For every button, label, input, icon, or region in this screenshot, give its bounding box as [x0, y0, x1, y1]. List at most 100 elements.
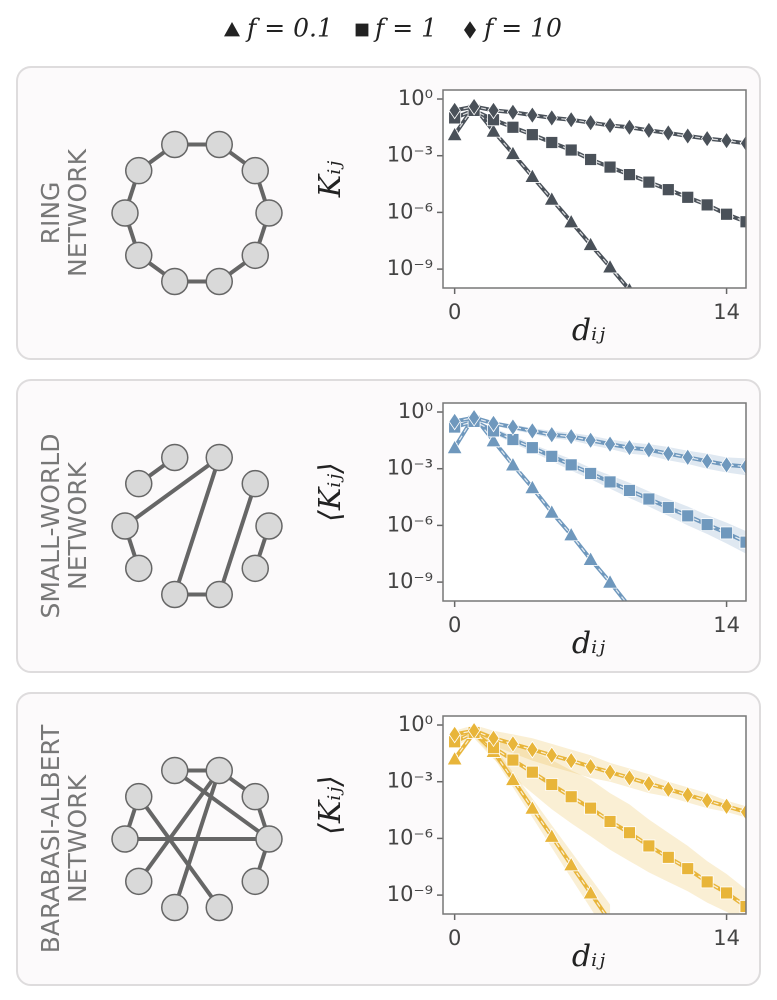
point [543, 190, 560, 206]
point [681, 190, 695, 204]
point [582, 236, 599, 251]
network-node [125, 867, 153, 896]
y-tick-label: 10⁻⁶ [387, 825, 433, 849]
point [446, 750, 463, 766]
network-node [111, 512, 139, 540]
point [603, 435, 617, 454]
point [603, 763, 617, 782]
point [543, 827, 560, 843]
network-node [241, 469, 269, 498]
network-node [111, 199, 139, 227]
point [720, 131, 733, 150]
point [448, 412, 461, 431]
point [504, 145, 522, 160]
point [681, 785, 694, 804]
point [506, 418, 520, 437]
point [642, 175, 656, 189]
point [661, 183, 675, 197]
y-tick-label: 10⁻³ [387, 143, 433, 167]
y-tick-label: 10⁰ [398, 399, 433, 423]
point [642, 440, 655, 459]
point [565, 427, 578, 446]
point [563, 856, 580, 872]
y-tick-label: 10⁰ [398, 712, 433, 736]
point [701, 791, 714, 810]
point [739, 215, 746, 229]
legend-marker [355, 23, 369, 37]
point [584, 153, 598, 166]
network-node [125, 241, 153, 270]
point [623, 826, 636, 840]
point [582, 884, 599, 900]
point [506, 120, 520, 134]
point [739, 900, 746, 913]
point [448, 725, 461, 744]
network-edge [173, 768, 271, 841]
x-tick-label: 0 [448, 300, 461, 324]
point [720, 207, 733, 221]
y-axis-label: ⟨Kᵢⱼ⟩ [313, 775, 348, 835]
point [506, 753, 520, 767]
point [661, 850, 675, 864]
point [487, 729, 500, 748]
point [720, 526, 733, 540]
point [467, 97, 481, 116]
series-line-dash [454, 105, 629, 288]
point [681, 127, 694, 145]
y-axis-label: Kᵢⱼ [313, 161, 348, 198]
point [467, 721, 481, 740]
point [564, 790, 578, 804]
x-axis-label: dᵢⱼ [572, 939, 605, 974]
network-node [161, 580, 189, 609]
network-node [241, 782, 269, 811]
network-edge [137, 769, 221, 883]
point [584, 757, 597, 776]
series-line-dash [454, 109, 746, 223]
point [603, 160, 617, 174]
point [662, 444, 675, 463]
series-line-dash [454, 420, 746, 543]
network-node [161, 443, 189, 472]
point [563, 526, 580, 542]
plot-frame [442, 402, 747, 602]
network-node [125, 782, 153, 811]
point [485, 122, 502, 138]
network-edge [217, 483, 258, 596]
y-tick-label: 10⁻⁹ [387, 256, 433, 280]
network-label: NETWORK [63, 774, 92, 903]
point [584, 801, 598, 815]
network-node [205, 267, 233, 296]
point [601, 258, 619, 274]
network-node [125, 469, 153, 498]
point [700, 518, 714, 532]
network-node [205, 130, 233, 159]
point [623, 484, 636, 497]
legend-marker [224, 22, 240, 37]
point [526, 740, 539, 759]
series-line-dash [454, 731, 746, 907]
point [525, 128, 539, 142]
network-label: NETWORK [63, 148, 92, 277]
point [524, 168, 541, 183]
network-node [205, 443, 233, 472]
point [623, 168, 636, 182]
plot [446, 721, 746, 914]
point [446, 126, 463, 142]
legend-label: f = 10 [482, 14, 562, 43]
y-tick-label: 10⁰ [398, 86, 433, 110]
point [681, 448, 694, 467]
point [564, 458, 578, 472]
point [701, 452, 714, 471]
point [739, 535, 746, 549]
point [504, 456, 522, 472]
point [526, 106, 539, 125]
network-edge [123, 455, 221, 528]
plot [446, 407, 746, 601]
network-node [161, 893, 189, 922]
network-label: RING [36, 182, 65, 245]
network-edge [172, 769, 222, 909]
y-tick-label: 10⁻⁹ [387, 882, 433, 906]
network-node [125, 554, 153, 583]
point [506, 734, 520, 753]
legend-label: f = 1 [373, 14, 437, 43]
